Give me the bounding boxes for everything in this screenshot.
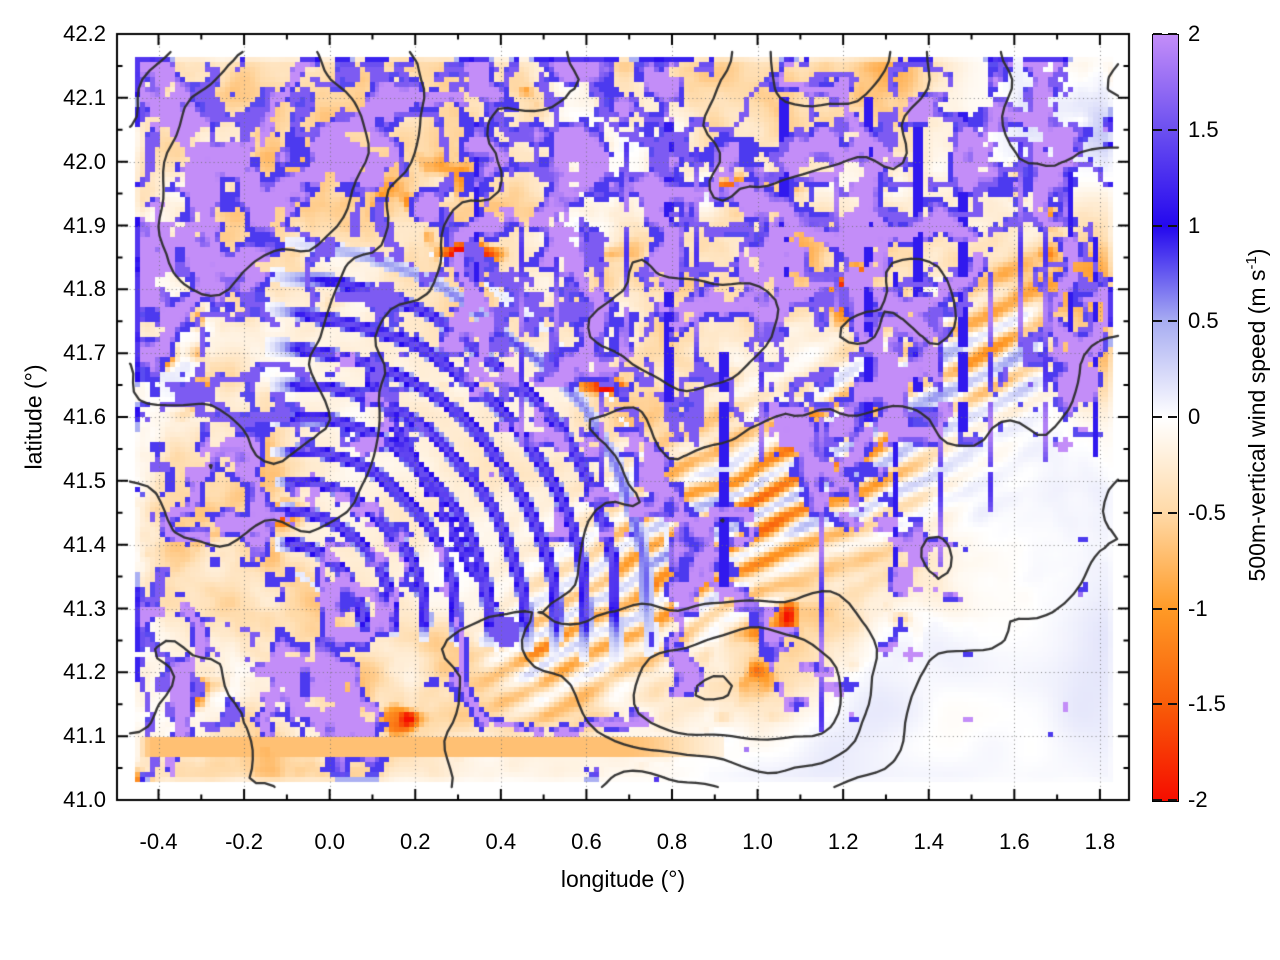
colorbar-tick-label: 2 [1188,21,1201,46]
y-tick-label: 42.2 [63,21,106,46]
colorbar-title-superscript: -1 [1243,256,1261,270]
x-tick-label: 1.6 [999,829,1030,854]
colorbar-tick-mark [1153,703,1162,706]
colorbar-tick-mark [1168,799,1177,801]
colorbar-tick-mark [1153,128,1162,131]
colorbar-tick-mark [1153,33,1162,35]
colorbar-tick-mark [1153,607,1162,610]
colorbar-tick-label: -1 [1188,595,1208,621]
colorbar-tick-label: -2 [1188,787,1208,812]
y-tick-label: 41.5 [63,467,106,493]
colorbar-tick-label: 1 [1188,212,1201,238]
y-tick-label: 41.9 [63,212,106,238]
colorbar-tick-mark [1153,416,1162,418]
colorbar-tick-mark [1168,607,1177,610]
y-tick-label: 41.0 [63,787,106,812]
colorbar-tick-mark [1168,703,1177,706]
colorbar-tick-label: 0 [1188,404,1201,429]
y-tick-label: 41.8 [63,276,106,302]
colorbar [1152,34,1179,802]
y-tick-label: 41.2 [63,659,106,685]
colorbar-tick-mark [1153,224,1162,227]
y-tick-label: 42.0 [63,148,106,174]
y-tick-label: 41.4 [63,531,106,557]
colorbar-tick-label: -1.5 [1188,691,1226,717]
x-tick-label: 1.8 [1084,829,1116,854]
y-axis-title: latitude (°) [20,364,47,470]
y-tick-label: 41.6 [63,404,106,429]
x-tick-label: -0.2 [225,829,264,854]
x-tick-label: 0.0 [314,829,345,854]
colorbar-tick-mark [1168,511,1177,514]
y-tick-label: 41.3 [63,595,106,621]
x-tick-label: 0.4 [485,829,517,854]
y-tick-label: 42.1 [63,84,106,110]
colorbar-tick-mark [1168,224,1177,227]
colorbar-tick-mark [1168,33,1177,35]
colorbar-tick-mark [1153,511,1162,514]
colorbar-tick-label: 1.5 [1188,116,1219,142]
x-tick-label: -0.4 [139,829,178,854]
x-tick-label: 1.2 [827,829,859,854]
colorbar-tick-label: -0.5 [1188,499,1226,525]
colorbar-title: 500m-vertical wind speed (m s-1) [1243,249,1271,582]
colorbar-title-text: 500m-vertical wind speed (m s [1243,269,1270,582]
x-tick-label: 1.0 [742,829,773,854]
colorbar-tick-mark [1168,320,1177,323]
y-tick-label: 41.1 [63,723,106,749]
colorbar-tick-mark [1168,416,1177,418]
colorbar-tick-mark [1153,799,1162,801]
y-tick-label: 41.7 [63,340,106,366]
x-axis-title: longitude (°) [560,866,686,892]
colorbar-tick-mark [1153,320,1162,323]
x-tick-label: 0.8 [656,829,688,854]
x-tick-label: 1.4 [913,829,945,854]
x-tick-label: 0.2 [399,829,431,854]
x-tick-label: 0.6 [571,829,602,854]
colorbar-title-suffix: ) [1243,248,1270,257]
colorbar-tick-label: 0.5 [1188,308,1219,334]
colorbar-tick-mark [1168,128,1177,131]
